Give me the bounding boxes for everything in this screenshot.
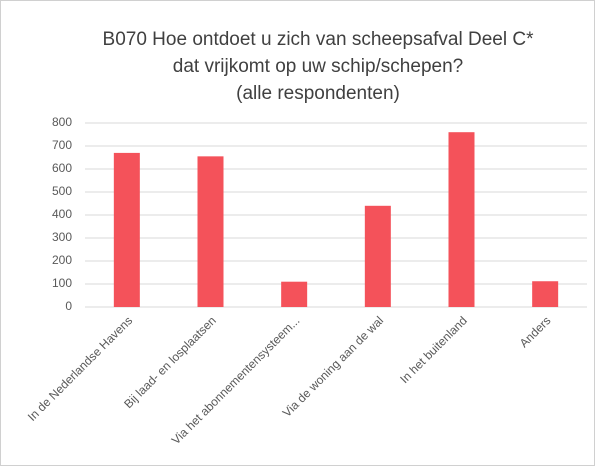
- y-tick-label: 100: [52, 276, 72, 290]
- bar: [532, 281, 559, 307]
- chart-title: dat vrijkomt op uw schip/schepen?: [173, 56, 463, 77]
- y-tick-label: 300: [52, 230, 72, 244]
- bar: [197, 156, 224, 307]
- bar: [113, 152, 140, 307]
- y-tick-label: 200: [52, 253, 72, 267]
- chart-title: (alle respondenten): [236, 83, 400, 104]
- y-tick-label: 500: [52, 184, 72, 198]
- y-tick-label: 0: [65, 299, 72, 313]
- y-tick-label: 800: [52, 115, 72, 129]
- y-tick-label: 700: [52, 138, 72, 152]
- bar: [281, 281, 308, 307]
- y-tick-label: 600: [52, 161, 72, 175]
- chart-title: B070 Hoe ontdoet u zich van scheepsafval…: [103, 29, 535, 50]
- y-tick-label: 400: [52, 207, 72, 221]
- bar: [364, 205, 391, 307]
- bar: [448, 132, 475, 307]
